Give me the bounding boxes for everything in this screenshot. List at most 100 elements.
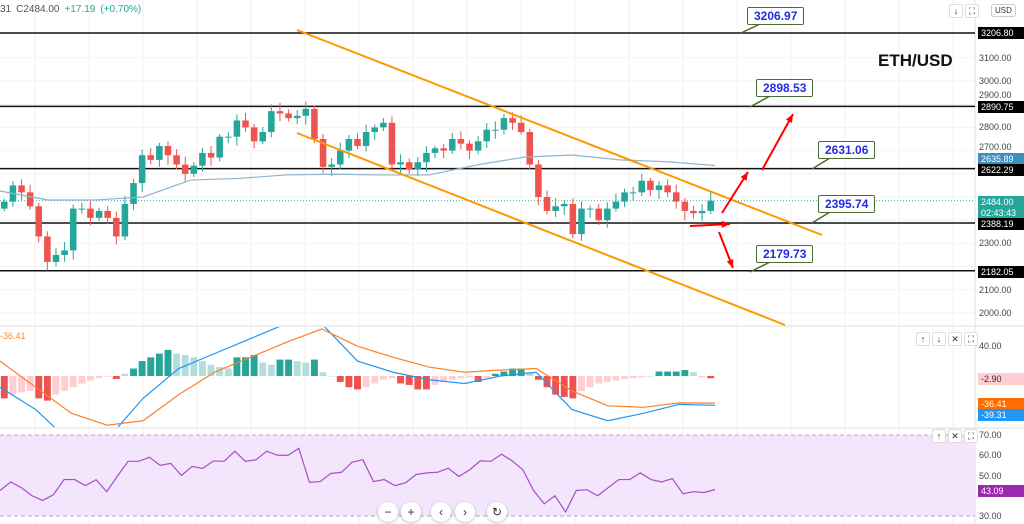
macd-histogram-bar <box>586 376 594 388</box>
macd-histogram-bar <box>285 359 293 376</box>
candle-up <box>397 162 404 165</box>
candle-up <box>345 139 353 151</box>
last-price: 2484.00 <box>981 197 1014 207</box>
callout-pointer <box>811 211 831 224</box>
price-tick: 3100.00 <box>979 53 1012 63</box>
price-tick: 2000.00 <box>979 308 1012 318</box>
macd-histogram-bar <box>18 376 25 393</box>
macd-histogram-bar <box>388 376 396 379</box>
scroll-right-button[interactable]: › <box>455 502 475 522</box>
callout-label[interactable]: 2395.74 <box>818 195 876 213</box>
currency-button[interactable]: USD <box>991 4 1016 17</box>
macd-histogram-bar <box>638 376 646 378</box>
macd-histogram-bar <box>147 357 155 376</box>
macd-histogram-bar <box>509 368 517 376</box>
candle-up <box>560 203 568 207</box>
candle-down <box>405 162 413 170</box>
move-up-button[interactable]: ↑ <box>916 332 930 346</box>
macd-histogram-bar <box>328 376 336 377</box>
reset-chart-button[interactable]: ↻ <box>487 502 507 522</box>
macd-histogram-bar <box>224 368 232 376</box>
move-down-button[interactable]: ↓ <box>949 4 963 18</box>
callout-label[interactable]: 2898.53 <box>756 79 814 97</box>
candle-down <box>664 185 671 193</box>
last-price-tag: 2484.00 02:43:43 <box>978 196 1024 220</box>
candle-up <box>629 192 637 194</box>
candle-down <box>569 203 577 235</box>
candle-up <box>371 127 379 133</box>
macd-tag: -39.31 <box>978 409 1024 421</box>
move-down-button[interactable]: ↓ <box>932 332 946 346</box>
move-up-button[interactable]: ↑ <box>932 429 946 443</box>
macd-histogram-bar <box>345 376 353 388</box>
macd-histogram-bar <box>629 376 637 379</box>
callout-pointer <box>740 23 761 34</box>
candle-up <box>156 145 163 160</box>
macd-histogram-bar <box>216 367 224 376</box>
close-pane-button[interactable]: ✕ <box>948 332 962 346</box>
candle-down <box>87 208 94 218</box>
macd-histogram-bar <box>362 376 370 388</box>
arrowhead-icon <box>785 114 793 123</box>
macd-histogram-bar <box>336 376 344 382</box>
macd-histogram-bar <box>61 376 69 391</box>
candle-down <box>690 210 697 214</box>
zoom-out-button[interactable]: − <box>378 502 398 522</box>
price-tick: 2300.00 <box>979 238 1012 248</box>
callout-pointer <box>749 261 771 273</box>
macd-histogram-bar <box>397 376 405 384</box>
candle-down <box>440 148 447 151</box>
macd-histogram-bar <box>534 376 542 380</box>
macd-histogram-bar <box>138 361 146 376</box>
macd-histogram-bar <box>276 359 284 376</box>
candle-up <box>707 200 714 211</box>
macd-histogram-bar <box>672 371 680 376</box>
maximize-button[interactable]: ⛶ <box>964 429 978 443</box>
macd-histogram-bar <box>43 376 51 401</box>
macd-histogram-bar <box>474 376 482 382</box>
rsi-line <box>0 447 716 514</box>
macd-histogram-bar <box>664 371 672 376</box>
rsi-band <box>0 435 975 516</box>
macd-histogram-bar <box>655 371 663 376</box>
candle-up <box>698 210 706 214</box>
macd-histogram-bar <box>621 376 628 379</box>
signal-line <box>0 328 716 426</box>
callout-label[interactable]: 2179.73 <box>756 245 814 263</box>
candle-down <box>113 217 120 237</box>
price-tick: 2100.00 <box>979 285 1012 295</box>
arrowhead-icon <box>740 172 748 181</box>
maximize-button[interactable]: ⛶ <box>965 4 979 18</box>
macd-histogram-bar <box>164 349 172 376</box>
candle-down <box>181 164 189 174</box>
candle-up <box>259 132 267 142</box>
candle-down <box>311 108 318 139</box>
rsi-tick: 50.00 <box>979 471 1002 481</box>
moving-average-line <box>0 154 716 201</box>
candle-up <box>362 132 370 146</box>
macd-histogram-bar <box>52 376 60 395</box>
macd-histogram-bar <box>190 357 198 376</box>
candle-up <box>95 210 103 218</box>
candle-up <box>483 129 490 142</box>
macd-histogram-bar <box>95 376 103 379</box>
level-tag: 2622.29 <box>978 164 1024 176</box>
macd-line <box>0 327 716 427</box>
candle-up <box>655 185 663 191</box>
header-close: C2484.00 <box>16 4 60 15</box>
close-pane-button[interactable]: ✕ <box>948 429 962 443</box>
candle-down <box>672 192 680 202</box>
maximize-button[interactable]: ⛶ <box>964 332 978 346</box>
candle-down <box>207 152 215 158</box>
candle-down <box>354 139 361 146</box>
bar-countdown: 02:43:43 <box>981 208 1017 218</box>
candle-down <box>173 155 180 165</box>
zoom-in-button[interactable]: + <box>401 502 421 522</box>
macd-histogram-bar <box>491 373 499 376</box>
callout-label[interactable]: 2631.06 <box>818 141 876 159</box>
candle-down <box>35 206 43 237</box>
candle-up <box>604 208 611 221</box>
scroll-left-button[interactable]: ‹ <box>431 502 451 522</box>
callout-label[interactable]: 3206.97 <box>747 7 805 25</box>
